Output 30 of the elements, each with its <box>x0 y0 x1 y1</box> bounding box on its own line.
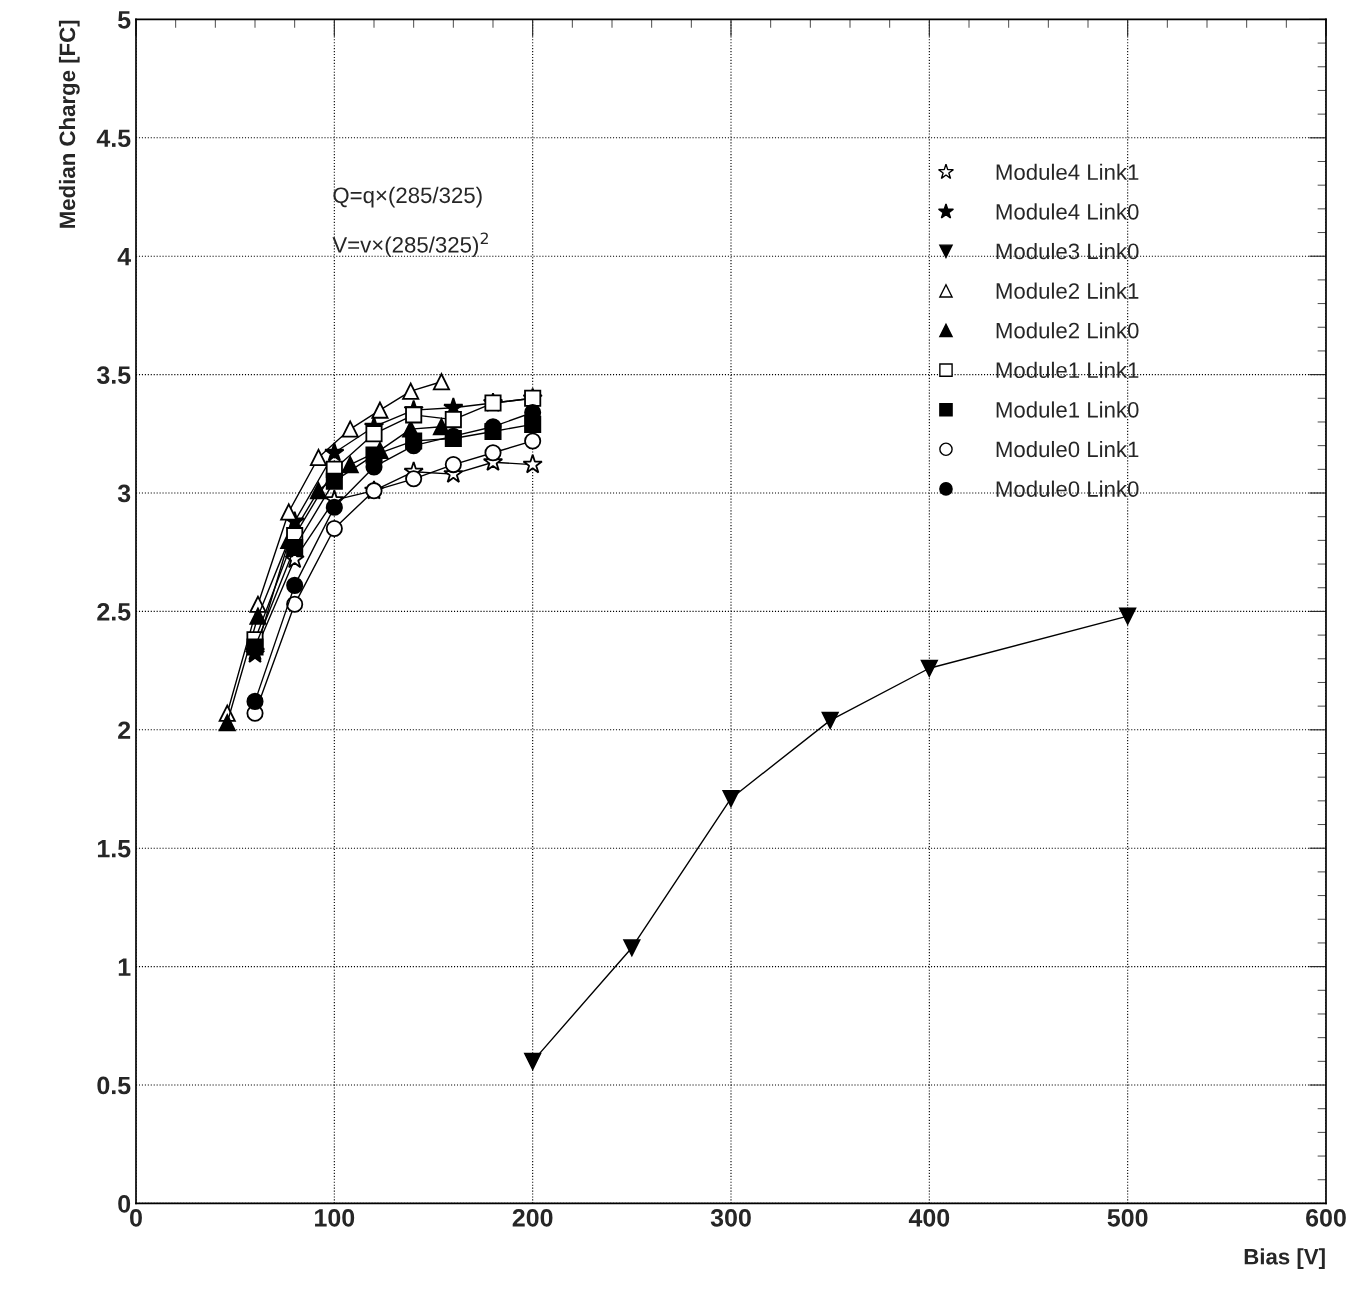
y-tick-label: 0.5 <box>97 1076 131 1095</box>
x-tick-label: 500 <box>1107 1208 1148 1227</box>
legend-label: Module0 Link1 <box>996 440 1139 458</box>
x-axis-title: Bias [V] <box>1244 1248 1325 1269</box>
y-tick-label: 2 <box>118 721 131 739</box>
legend-label: Module4 Link1 <box>996 163 1139 181</box>
legend-label: Module1 Link0 <box>996 401 1139 418</box>
legend-label: Module3 Link0 <box>996 242 1139 260</box>
legend-label: Module2 Link0 <box>996 322 1139 339</box>
x-tick-label: 300 <box>710 1208 751 1227</box>
y-axis-title: Median Charge [FC] <box>58 20 80 228</box>
y-tick-label: 2.5 <box>97 603 131 621</box>
y-tick-label: 3 <box>117 484 131 503</box>
y-tick-label: 4 <box>117 248 132 266</box>
y-tick-label: 4.5 <box>96 129 131 148</box>
x-tick-label: 200 <box>512 1208 553 1227</box>
legend-label: Module0 Link0 <box>996 480 1139 497</box>
annotation: V=v×(285/325)$^{2}$ <box>332 232 488 258</box>
y-tick-label: 5 <box>118 11 131 29</box>
y-tick-label: 0 <box>118 1195 131 1213</box>
legend-label: Module2 Link1 <box>996 282 1139 299</box>
annotation: Q=q×(285/325) <box>333 186 482 208</box>
x-tick-label: 400 <box>908 1208 950 1227</box>
y-tick-label: 1.5 <box>97 840 131 858</box>
legend-label: Module4 Link0 <box>996 203 1139 220</box>
y-tick-label: 1 <box>118 958 131 976</box>
x-tick-label: 600 <box>1306 1208 1346 1227</box>
x-tick-label: 100 <box>315 1208 355 1227</box>
legend-label: Module1 Link1 <box>996 361 1139 379</box>
y-tick-label: 3.5 <box>96 366 131 384</box>
